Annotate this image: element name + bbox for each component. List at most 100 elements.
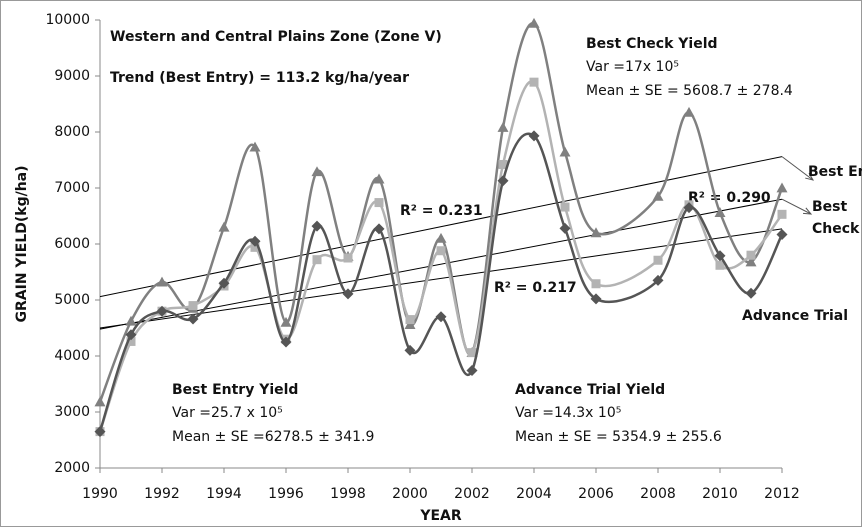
x-tick-label: 1990 <box>82 486 118 502</box>
series-label: Best Entry <box>808 164 862 180</box>
trend-line <box>99 198 783 330</box>
point <box>590 227 602 238</box>
trend-line <box>99 156 783 298</box>
y-tick-label: 5000 <box>54 292 90 308</box>
point <box>683 106 695 117</box>
annotation: Var =17x 10⁵ <box>586 59 679 75</box>
annotation: Advance Trial Yield <box>515 382 665 398</box>
r2-label: R² = 0.231 <box>400 203 483 219</box>
point <box>374 198 384 208</box>
x-tick-label: 1992 <box>144 486 180 502</box>
point <box>714 207 726 218</box>
point <box>498 159 508 169</box>
point <box>591 279 601 289</box>
y-tick-label: 8000 <box>54 124 90 140</box>
x-tick-label: 1994 <box>206 486 242 502</box>
point <box>126 336 136 346</box>
point <box>652 274 664 286</box>
point <box>652 190 664 201</box>
point <box>683 202 695 214</box>
x-tick-label: 2012 <box>764 486 800 502</box>
point <box>343 253 353 263</box>
y-tick-label: 6000 <box>54 236 90 252</box>
point <box>528 130 540 142</box>
point <box>373 223 385 235</box>
point <box>497 122 509 132</box>
x-tick-label: 2006 <box>578 486 614 502</box>
series-label: Advance Trial <box>742 308 848 324</box>
point <box>497 175 509 187</box>
x-axis-label: YEAR <box>419 508 462 524</box>
point <box>249 141 261 152</box>
point <box>467 348 477 358</box>
point <box>559 222 571 234</box>
annotation: Best Entry Yield <box>172 382 298 398</box>
y-tick-label: 9000 <box>54 68 90 84</box>
point <box>94 426 106 438</box>
point <box>311 166 323 177</box>
annotation: Western and Central Plains Zone (Zone V) <box>110 29 442 45</box>
annotation: Mean ± SE = 5608.7 ± 278.4 <box>586 83 793 99</box>
point <box>125 329 137 341</box>
r2-label: R² = 0.217 <box>494 280 577 296</box>
point <box>528 17 540 28</box>
point <box>777 209 787 219</box>
point <box>560 202 570 212</box>
point <box>187 313 199 325</box>
point <box>776 182 788 193</box>
point <box>435 311 447 323</box>
point <box>249 235 261 247</box>
point <box>280 316 292 327</box>
point <box>745 287 757 299</box>
point <box>342 288 354 300</box>
point <box>559 146 571 157</box>
point <box>156 276 168 287</box>
point <box>250 242 260 252</box>
arrow <box>781 156 814 181</box>
point <box>714 250 726 262</box>
point <box>280 336 292 348</box>
point <box>529 77 539 87</box>
y-axis-label: GRAIN YIELD(kg/ha) <box>14 165 30 322</box>
x-tick-label: 2004 <box>516 486 552 502</box>
x-tick-label: 1998 <box>330 486 366 502</box>
x-tick-label: 2002 <box>454 486 490 502</box>
arrow-head <box>802 207 813 215</box>
series-line <box>98 22 784 403</box>
point <box>746 250 756 260</box>
point <box>435 232 447 243</box>
x-tick-label: 2010 <box>702 486 738 502</box>
annotation: Trend (Best Entry) = 113.2 kg/ha/year <box>110 70 409 86</box>
arrow-head <box>805 172 815 181</box>
annotation: Var =14.3x 10⁵ <box>515 405 621 421</box>
x-tick-label: 1996 <box>268 486 304 502</box>
point <box>188 301 198 311</box>
point <box>745 256 757 267</box>
annotation: Mean ± SE = 5354.9 ± 255.6 <box>515 429 722 445</box>
series-label: Best <box>812 199 847 215</box>
point <box>436 246 446 256</box>
point <box>715 260 725 270</box>
y-tick-label: 3000 <box>54 404 90 420</box>
point <box>373 173 385 184</box>
r2-label: R² = 0.290 <box>688 190 771 206</box>
point <box>466 365 478 377</box>
annotation: Var =25.7 x 10⁵ <box>172 405 283 421</box>
annotation: Best Check Yield <box>586 36 718 52</box>
point <box>125 315 137 326</box>
point <box>156 305 168 317</box>
point <box>218 277 230 289</box>
point <box>218 221 230 232</box>
y-tick-label: 7000 <box>54 180 90 196</box>
y-tick-label: 2000 <box>54 460 90 476</box>
y-tick-label: 4000 <box>54 348 90 364</box>
arrow <box>781 198 812 215</box>
annotation: Mean ± SE =6278.5 ± 341.9 <box>172 429 374 445</box>
point <box>653 255 663 265</box>
point <box>405 315 415 325</box>
point <box>776 228 788 240</box>
point <box>404 344 416 356</box>
point <box>312 255 322 265</box>
x-tick-label: 2008 <box>640 486 676 502</box>
